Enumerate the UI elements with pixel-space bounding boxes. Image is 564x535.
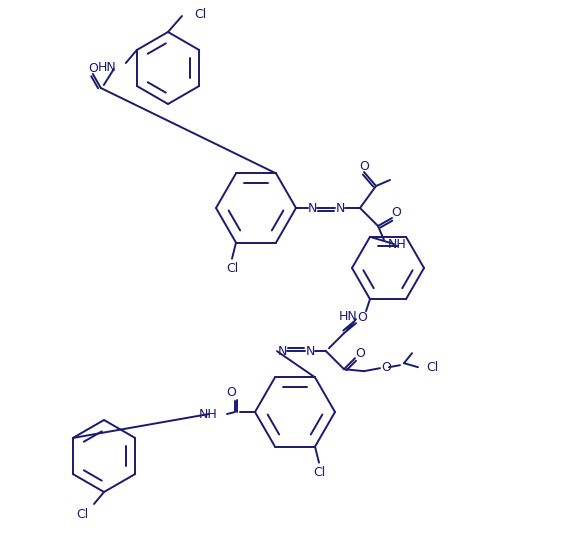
Text: O: O — [355, 347, 365, 360]
Text: Cl: Cl — [76, 508, 88, 521]
Text: O: O — [88, 62, 98, 74]
Text: O: O — [381, 361, 391, 373]
Text: Cl: Cl — [194, 7, 206, 20]
Text: N: N — [336, 202, 345, 215]
Text: N: N — [277, 345, 287, 358]
Text: Cl: Cl — [426, 361, 438, 373]
Text: N: N — [307, 202, 317, 215]
Text: Cl: Cl — [313, 466, 325, 479]
Text: HN: HN — [98, 60, 117, 73]
Text: N: N — [305, 345, 315, 358]
Text: O: O — [391, 205, 401, 218]
Text: O: O — [359, 159, 369, 172]
Text: Cl: Cl — [226, 262, 238, 275]
Text: NH: NH — [388, 238, 407, 250]
Text: HN: HN — [338, 310, 357, 323]
Text: O: O — [357, 311, 367, 324]
Text: NH: NH — [199, 408, 217, 421]
Text: O: O — [226, 386, 236, 399]
